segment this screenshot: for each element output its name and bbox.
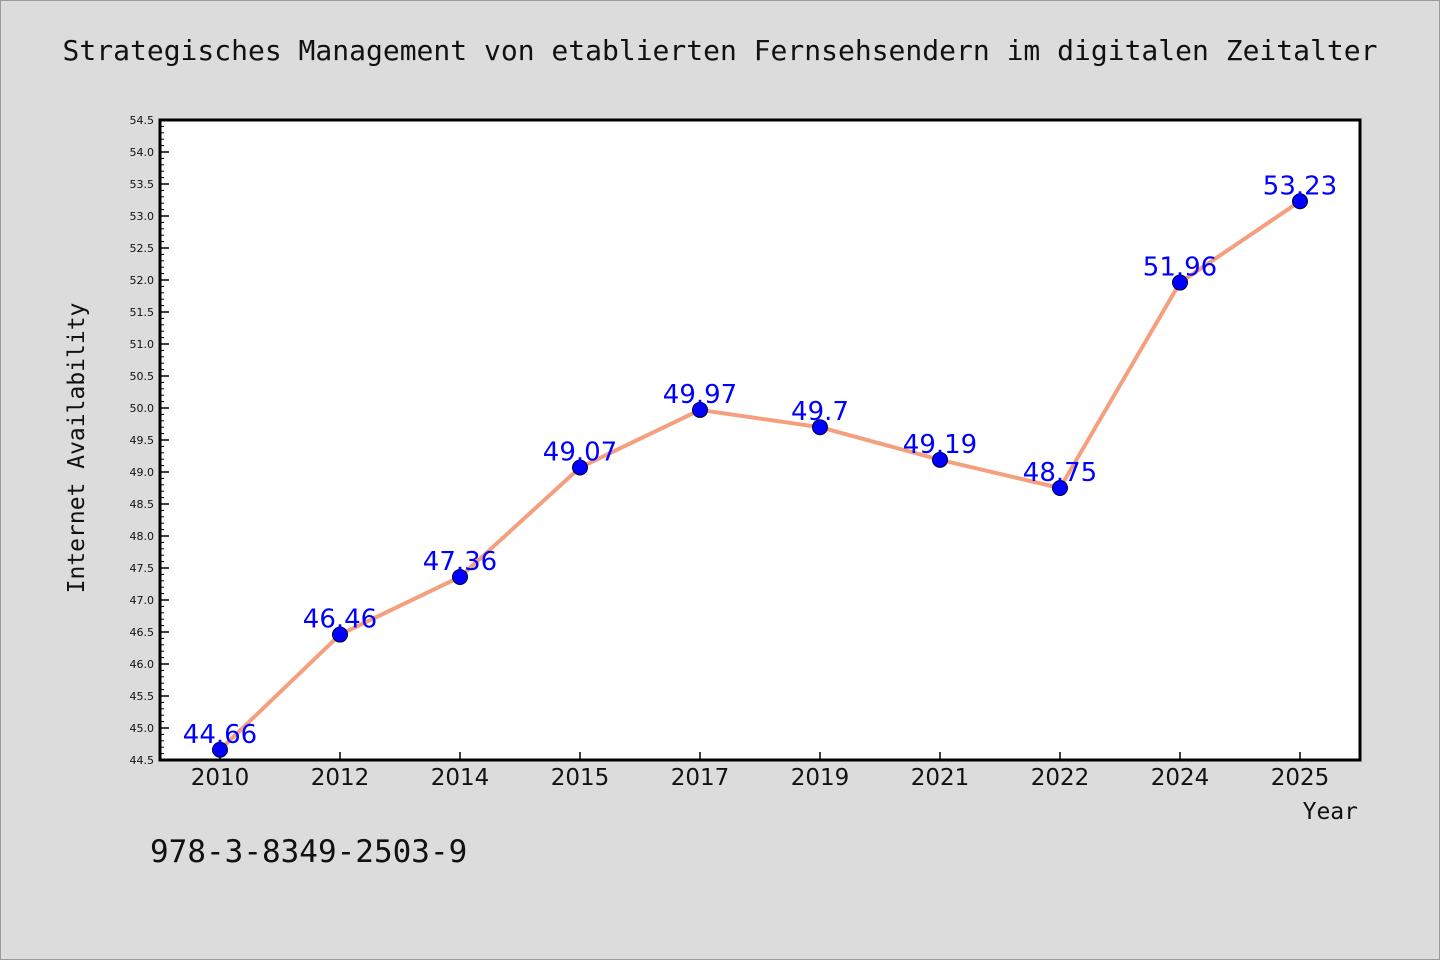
- y-tick-label: 45.5: [130, 690, 155, 703]
- data-label: 53.23: [1263, 171, 1337, 201]
- data-label: 49.07: [543, 438, 617, 468]
- data-point: [1172, 274, 1188, 291]
- x-tick-label: 2017: [671, 765, 730, 791]
- data-labels: 44.66 46.46 47.36 49.07 49.97 49.7 49.19 48.75 5…: [183, 171, 1337, 749]
- data-label: 48.75: [1023, 458, 1097, 488]
- y-tick-label: 48.0: [130, 530, 155, 543]
- data-label: 44.66: [183, 720, 257, 750]
- y-tick-label: 44.5: [130, 754, 155, 767]
- x-tick-label: 2022: [1031, 765, 1090, 791]
- series-line: [218, 199, 1302, 752]
- y-tick-label: 54.0: [130, 146, 155, 159]
- y-tick-label: 51.5: [130, 306, 155, 319]
- series-markers: [212, 193, 1308, 758]
- data-label: 51.96: [1143, 253, 1217, 283]
- x-tick-label: 2012: [311, 765, 370, 791]
- data-point: [692, 401, 708, 418]
- data-point: [572, 459, 588, 476]
- isbn-text: 978-3-8349-2503-9: [150, 834, 468, 870]
- x-tick-label: 2015: [551, 765, 610, 791]
- x-tick-label: 2021: [911, 765, 970, 791]
- y-tick-label: 51.0: [130, 338, 155, 351]
- y-tick-label: 54.5: [130, 114, 155, 127]
- y-tick-label: 47.0: [130, 594, 155, 607]
- chart-title: Strategisches Management von etablierten…: [62, 34, 1378, 67]
- x-tick-label: 2014: [431, 765, 490, 791]
- y-tick-label: 49.5: [130, 434, 155, 447]
- y-tick-label: 52.0: [130, 274, 155, 287]
- data-label: 49.7: [791, 397, 849, 427]
- y-tick-label: 46.0: [130, 658, 155, 671]
- data-label: 49.97: [663, 380, 737, 410]
- data-label: 47.36: [423, 547, 497, 577]
- plot-area: [160, 120, 1360, 760]
- y-tick-label: 45.0: [130, 722, 155, 735]
- data-point: [812, 419, 828, 436]
- y-tick-label: 50.0: [130, 402, 155, 415]
- y-tick-label: 50.5: [130, 370, 155, 383]
- y-tick-label: 53.5: [130, 178, 155, 191]
- y-tick-label: 46.5: [130, 626, 155, 639]
- data-point: [932, 451, 948, 468]
- data-point: [332, 626, 348, 643]
- data-point: [212, 741, 228, 758]
- data-point: [1052, 480, 1068, 496]
- y-tick-label: 52.5: [130, 242, 155, 255]
- x-axis-label: Year: [1303, 799, 1358, 825]
- y-tick-label: 49.0: [130, 466, 155, 479]
- y-tick-label: 47.5: [130, 562, 155, 575]
- x-tick-label: 2024: [1151, 765, 1210, 791]
- data-label: 49.19: [903, 430, 977, 460]
- y-tick-label: 53.0: [130, 210, 155, 223]
- data-point: [452, 568, 468, 585]
- x-axis: 2010 2012 2014 2015 2017 2019 2021 2022 2024 2025: [191, 752, 1330, 791]
- y-tick-label: 48.5: [130, 498, 155, 511]
- data-label: 46.46: [303, 605, 377, 635]
- x-tick-label: 2019: [791, 765, 850, 791]
- y-axis-label: Internet Availability: [64, 303, 90, 594]
- data-point: [1292, 193, 1308, 210]
- plot-border: [158, 118, 1362, 762]
- x-tick-label: 2025: [1271, 765, 1330, 791]
- x-tick-label: 2010: [191, 765, 250, 791]
